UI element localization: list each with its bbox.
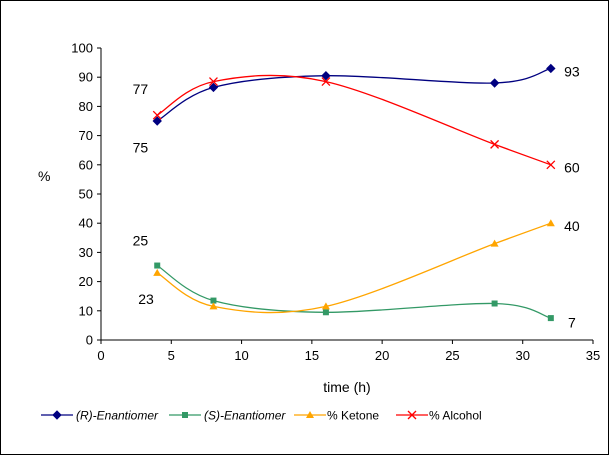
y-tick-label: 10 xyxy=(79,303,93,318)
y-tick-label: 90 xyxy=(79,70,93,85)
x-axis-label: time (h) xyxy=(323,379,370,395)
data-label: 75 xyxy=(133,139,149,155)
data-label: 93 xyxy=(564,63,580,79)
legend-item-ketone: % Ketone xyxy=(294,409,379,423)
legend-label: % Alcohol xyxy=(429,409,482,423)
legend-marker xyxy=(182,412,188,418)
x-tick-label: 20 xyxy=(375,348,389,363)
data-point-r-enantiomer xyxy=(546,63,556,74)
x-tick-label: 30 xyxy=(515,348,529,363)
series-ketone xyxy=(153,219,555,314)
legend-label: (S)-Enantiomer xyxy=(204,409,286,423)
data-point-alcohol xyxy=(208,77,218,87)
x-tick-label: 5 xyxy=(168,348,175,363)
x-tick-label: 25 xyxy=(445,348,459,363)
y-tick-label: 40 xyxy=(79,216,93,231)
x-marker-stroke xyxy=(152,110,162,120)
x-marker-stroke xyxy=(208,77,218,87)
y-tick-label: 70 xyxy=(79,128,93,143)
data-point-alcohol xyxy=(546,160,556,170)
data-point-ketone xyxy=(153,268,162,276)
data-point-ketone xyxy=(321,302,330,310)
y-tick-label: 50 xyxy=(79,187,93,202)
data-point-s-enantiomer xyxy=(547,315,554,322)
data-label: 40 xyxy=(564,218,580,234)
legend: (R)-Enantiomer (S)-Enantiomer % Ketone % Al… xyxy=(41,409,482,423)
series-r-enantiomer xyxy=(152,63,556,126)
legend-item-alcohol: % Alcohol xyxy=(396,409,482,423)
y-axis-label: % xyxy=(38,168,50,184)
legend-item-s-enantiomer: (S)-Enantiomer xyxy=(169,409,286,423)
x-marker-stroke xyxy=(321,77,331,87)
x-marker-stroke xyxy=(546,160,556,170)
legend-marker xyxy=(52,410,62,420)
annotation-layer: 77 75 93 60 25 23 40 7 xyxy=(133,63,580,330)
y-tick-label: 100 xyxy=(71,41,93,56)
data-point-r-enantiomer xyxy=(152,116,162,126)
x-tick-label: 10 xyxy=(234,348,248,363)
data-point-s-enantiomer xyxy=(322,309,329,316)
data-point-ketone xyxy=(209,302,218,310)
data-point-ketone xyxy=(546,219,555,227)
y-tick-label: 20 xyxy=(79,274,93,289)
axes xyxy=(100,48,593,341)
data-point-alcohol xyxy=(321,77,331,87)
series-line-s-enantiomer xyxy=(156,264,551,319)
y-axis-ticks: 0 10 20 30 40 50 60 70 80 90 100 xyxy=(71,41,101,348)
data-label: 25 xyxy=(133,233,149,249)
y-tick-label: 30 xyxy=(79,245,93,260)
x-tick-label: 15 xyxy=(305,348,319,363)
y-tick-label: 80 xyxy=(79,99,93,114)
data-label: 23 xyxy=(138,291,154,307)
x-tick-label: 0 xyxy=(97,348,104,363)
legend-marker xyxy=(407,410,417,420)
legend-label: (R)-Enantiomer xyxy=(76,409,159,423)
x-marker-stroke xyxy=(407,410,417,420)
series-s-enantiomer xyxy=(154,262,554,322)
x-marker-stroke xyxy=(490,139,500,149)
series-layer xyxy=(152,63,556,322)
data-point-r-enantiomer xyxy=(208,82,219,93)
data-point-s-enantiomer xyxy=(210,297,217,304)
y-tick-label: 60 xyxy=(79,157,93,172)
x-axis-ticks: 0 5 10 15 20 25 30 35 xyxy=(97,340,600,363)
x-tick-label: 35 xyxy=(586,348,600,363)
data-label: 7 xyxy=(568,314,576,330)
legend-marker xyxy=(306,411,314,418)
data-point-s-enantiomer xyxy=(154,262,161,269)
data-point-r-enantiomer xyxy=(489,78,500,88)
data-point-alcohol xyxy=(152,110,162,120)
data-point-s-enantiomer xyxy=(491,300,498,307)
legend-item-r-enantiomer: (R)-Enantiomer xyxy=(41,409,159,423)
data-label: 60 xyxy=(564,160,580,176)
series-alcohol xyxy=(152,74,556,170)
data-point-ketone xyxy=(490,239,499,247)
legend-label: % Ketone xyxy=(327,409,379,423)
y-tick-label: 0 xyxy=(86,333,93,348)
data-point-r-enantiomer xyxy=(321,71,331,81)
data-point-alcohol xyxy=(490,139,500,149)
series-line-r-enantiomer xyxy=(156,67,551,122)
data-label: 77 xyxy=(133,81,149,97)
